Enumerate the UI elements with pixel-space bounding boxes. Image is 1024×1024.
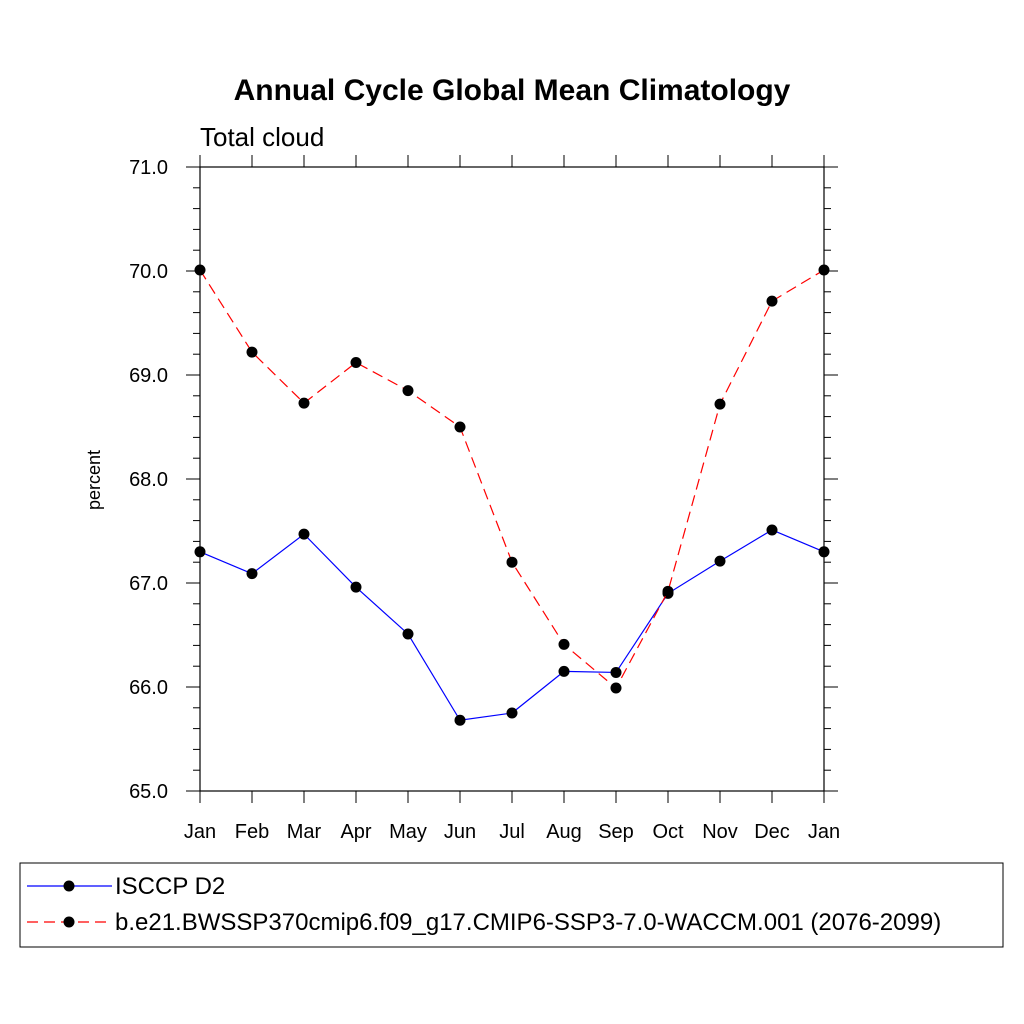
axis-ticks: [186, 155, 838, 803]
x-tick-label: Oct: [652, 821, 684, 843]
legend-label: b.e21.BWSSP370cmip6.f09_g17.CMIP6-SSP3-7…: [115, 909, 941, 936]
series-1: [194, 264, 830, 694]
x-tick-label: Dec: [754, 821, 790, 843]
data-point: [350, 357, 362, 369]
y-tick-label: 66.0: [129, 677, 168, 699]
data-point: [714, 555, 726, 567]
y-tick-label: 65.0: [129, 781, 168, 803]
data-point: [454, 714, 466, 726]
y-tick-label: 70.0: [129, 261, 168, 283]
y-tick-label: 68.0: [129, 469, 168, 491]
x-tick-label: Mar: [287, 821, 322, 843]
x-tick-label: Aug: [546, 821, 582, 843]
x-tick-label: Jan: [808, 821, 840, 843]
chart-subtitle: Total cloud: [200, 122, 324, 152]
x-tick-label: Nov: [702, 821, 738, 843]
x-tick-label: Jun: [444, 821, 476, 843]
data-point: [298, 528, 310, 540]
data-point: [662, 585, 674, 597]
data-point: [194, 546, 206, 558]
data-point: [298, 397, 310, 409]
legend: ISCCP D2 b.e21.BWSSP370cmip6.f09_g17.CMIP…: [19, 862, 1004, 948]
legend-label: ISCCP D2: [115, 873, 225, 900]
data-point: [350, 581, 362, 593]
x-tick-label: Apr: [340, 821, 371, 843]
x-tick-label: May: [389, 821, 427, 843]
x-tick-label: Sep: [598, 821, 634, 843]
data-point: [194, 264, 206, 276]
x-tick-label: Jan: [184, 821, 216, 843]
x-tick-label: Feb: [235, 821, 269, 843]
data-point: [766, 295, 778, 307]
data-point: [714, 398, 726, 410]
data-point: [246, 346, 258, 358]
legend-marker: [63, 916, 75, 928]
data-point: [766, 524, 778, 536]
series-0: [194, 524, 830, 726]
data-point: [610, 666, 622, 678]
data-point: [454, 421, 466, 433]
data-point: [818, 264, 830, 276]
tick-labels: Jan Feb Mar Apr May Jun Jul Aug Sep Oct Nov Dec Jan 6…: [129, 157, 840, 843]
series-line: [199, 269, 825, 689]
y-tick-label: 71.0: [129, 157, 168, 179]
data-point: [610, 682, 622, 694]
chart-title: Annual Cycle Global Mean Climatology: [234, 74, 791, 107]
data-point: [558, 665, 570, 677]
data-point: [506, 556, 518, 568]
data-point: [558, 638, 570, 650]
y-tick-label: 69.0: [129, 365, 168, 387]
data-point: [246, 568, 258, 580]
data-point: [506, 707, 518, 719]
y-axis-label: percent: [84, 450, 104, 510]
x-tick-label: Jul: [499, 821, 525, 843]
plot-frame: [199, 166, 825, 792]
y-tick-label: 67.0: [129, 573, 168, 595]
data-point: [402, 385, 414, 397]
data-point: [402, 628, 414, 640]
legend-marker: [63, 880, 75, 892]
series-layer: [194, 264, 830, 726]
legend-box: [19, 862, 1004, 948]
data-point: [818, 546, 830, 558]
